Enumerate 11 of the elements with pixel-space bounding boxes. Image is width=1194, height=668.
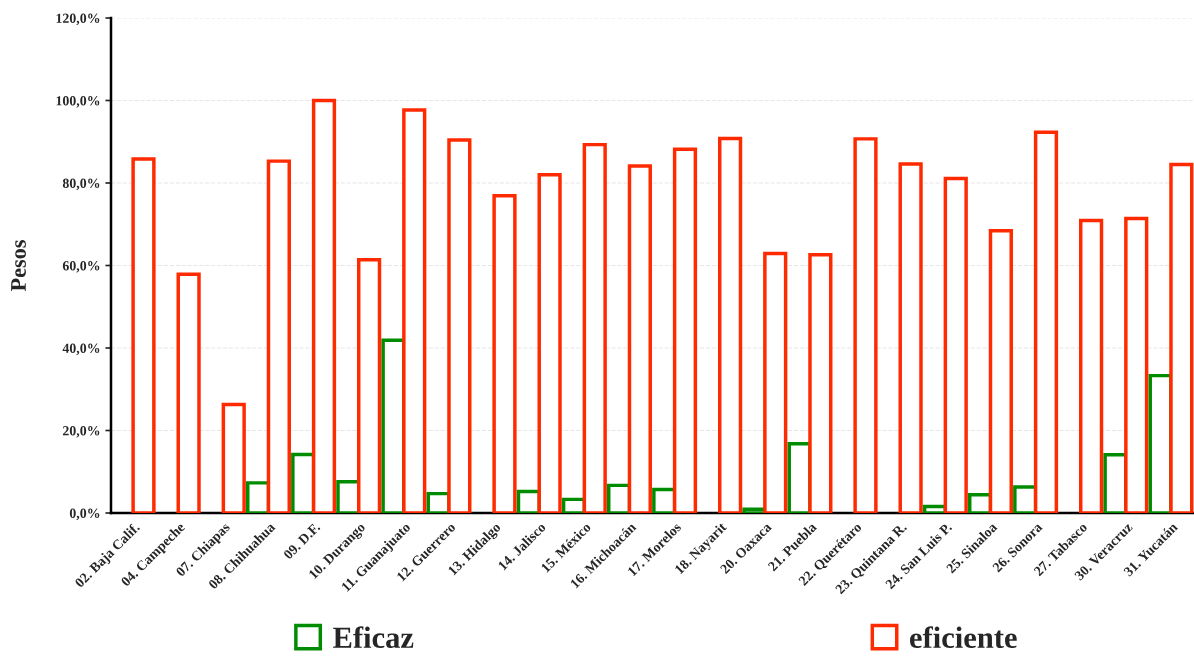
y-tick-label: 40,0% [62,343,100,355]
y-tick-label: 60,0% [62,261,100,273]
y-axis-title: Pesos [11,240,26,292]
y-tick-label: 100,0% [56,96,100,108]
legend-label: Eficaz [333,626,414,649]
x-tick-label: 09. D.F. [282,522,321,560]
y-tick-label: 0,0% [69,508,100,520]
y-tick-label: 120,0% [56,13,100,25]
legend-label: eficiente [910,626,1017,649]
y-tick-label: 20,0% [62,426,100,438]
y-tick-label: 80,0% [62,178,100,190]
